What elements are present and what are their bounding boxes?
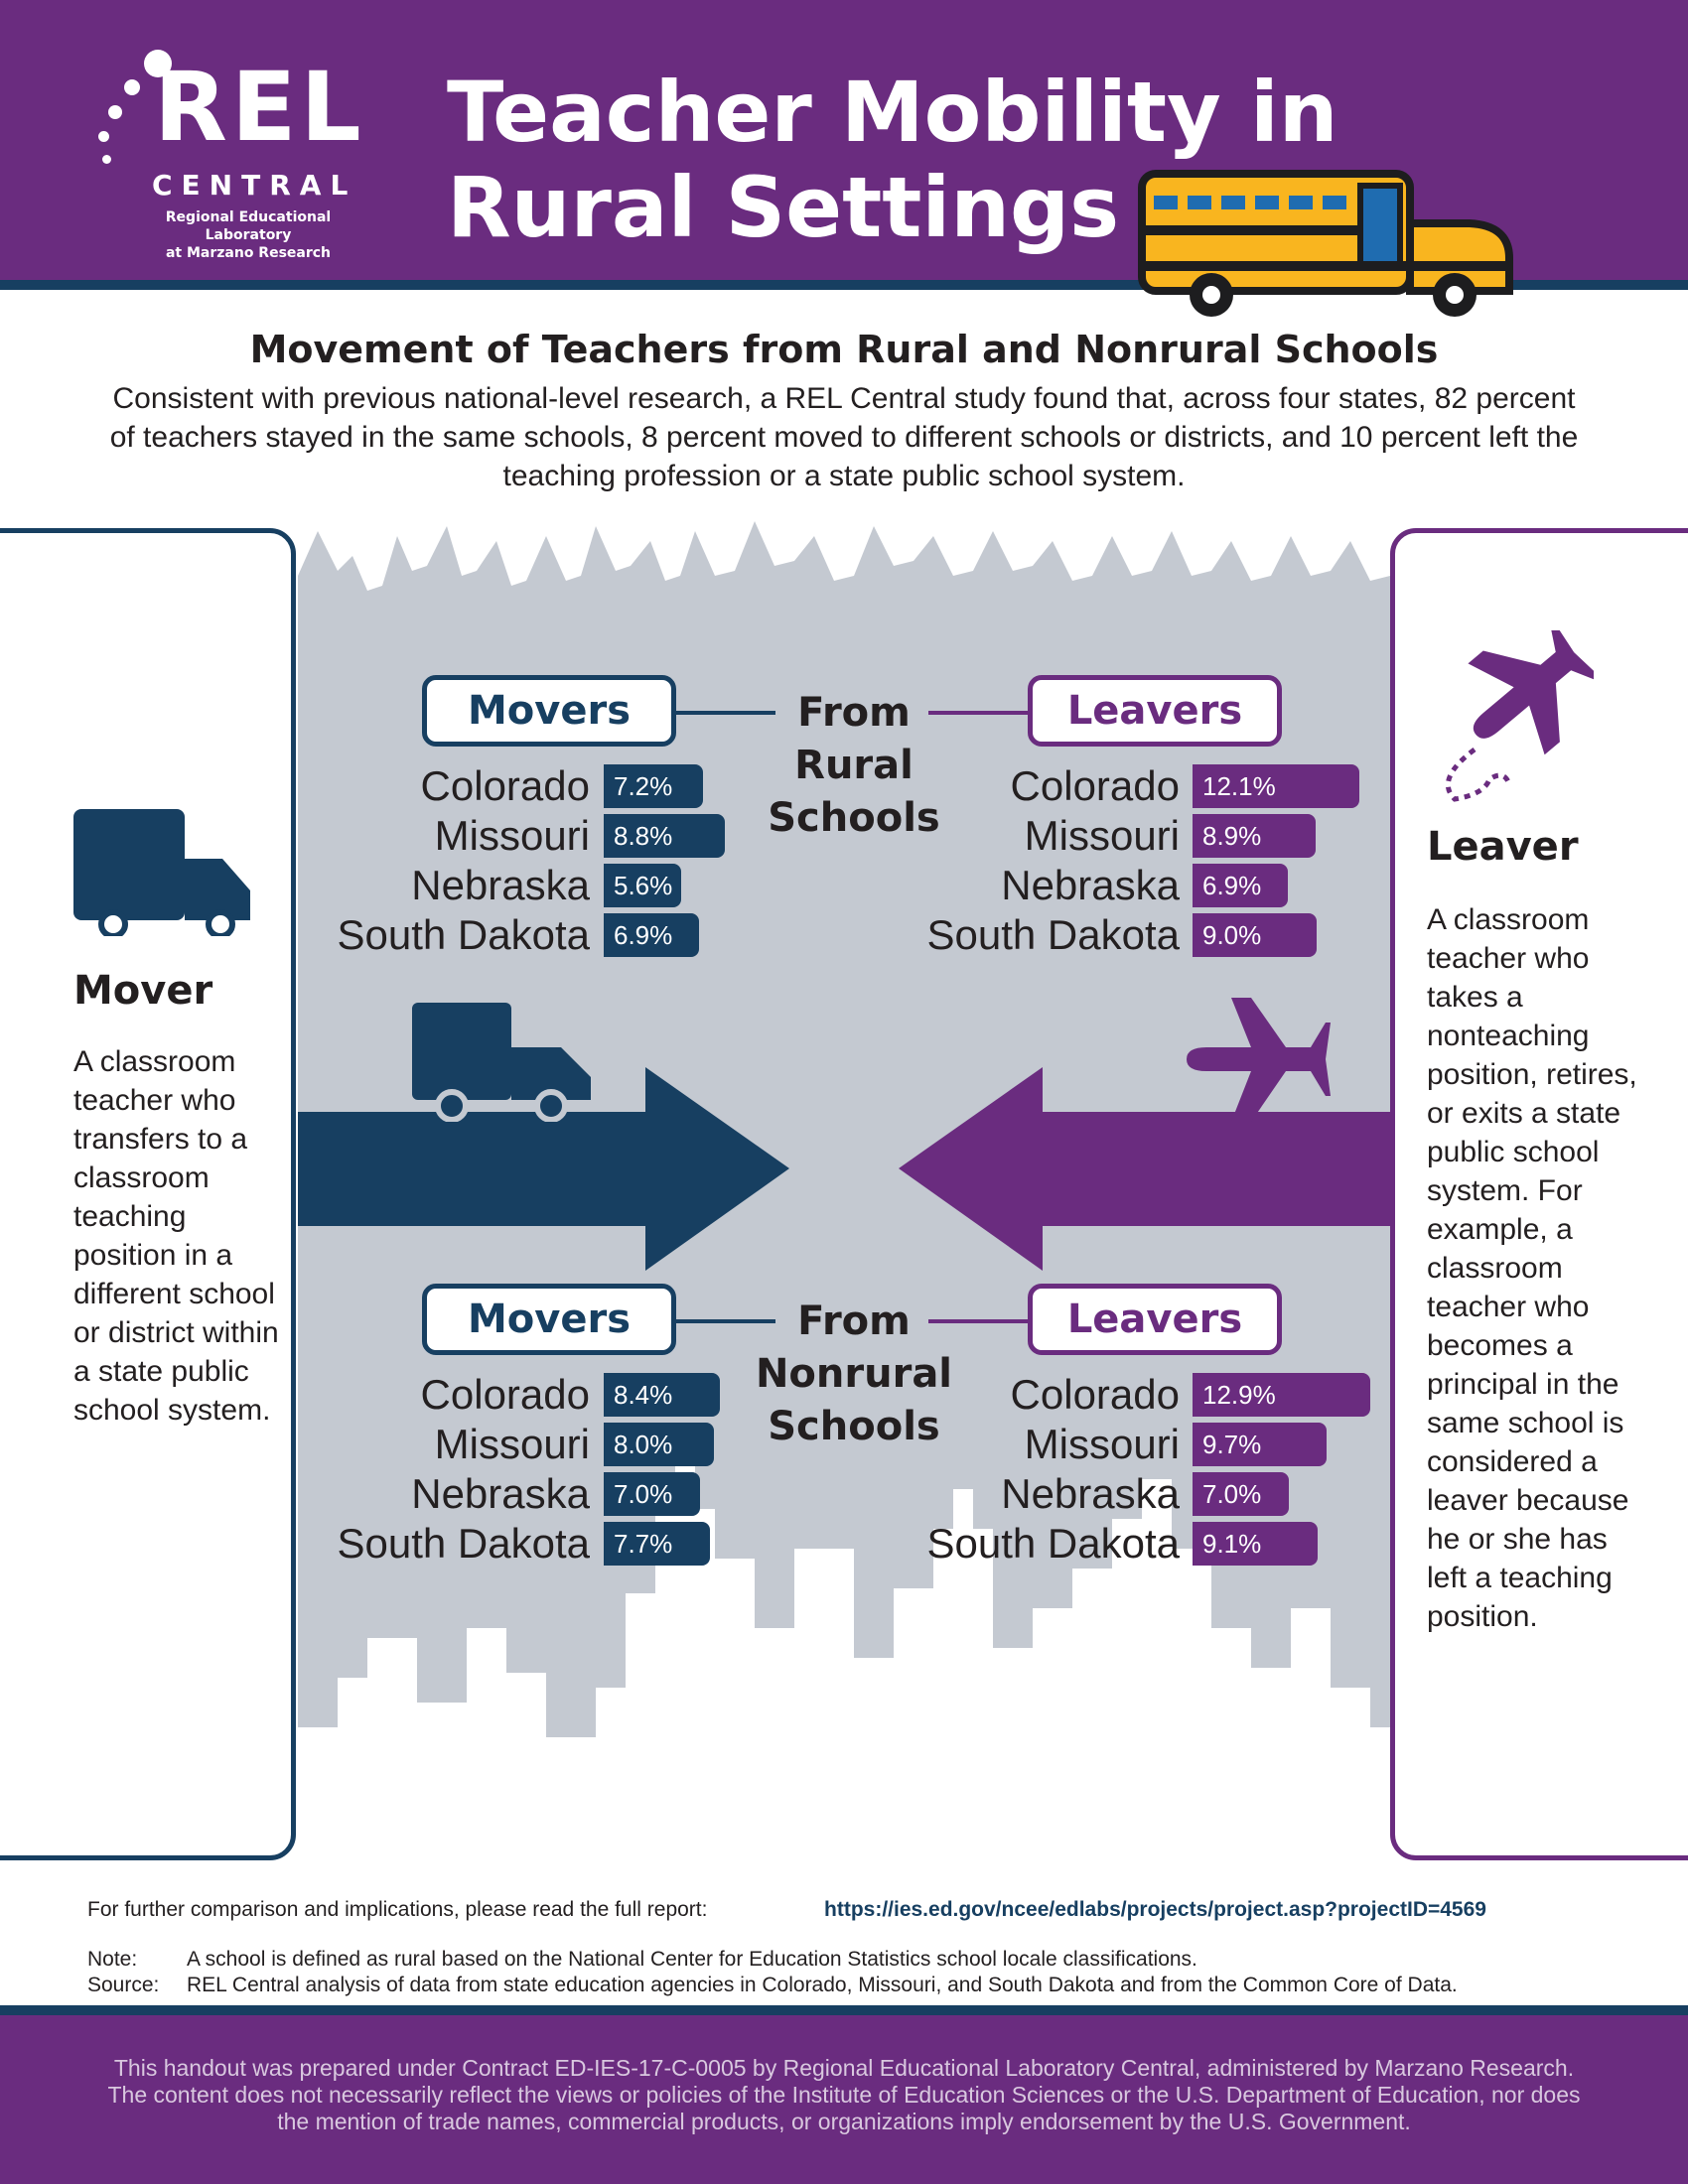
nonrural-group-label: From Nonrural Schools (755, 1296, 953, 1453)
leaver-arrow (899, 1067, 1390, 1271)
nonrural-movers-label: Movers (422, 1284, 676, 1355)
note-label: Note: (87, 1948, 138, 1971)
nonrural-leavers-label: Leavers (1028, 1284, 1282, 1355)
state-label: Nebraska (1001, 862, 1180, 908)
rural-leavers-label: Leavers (1028, 675, 1282, 747)
leaver-definition-panel (1390, 528, 1688, 1860)
mover-definition-panel (0, 528, 296, 1860)
state-label: Missouri (1024, 812, 1180, 859)
header-divider (0, 280, 1688, 290)
source-label: Source: (87, 1974, 160, 1996)
data-bar: 6.9% (604, 913, 699, 957)
airplane-icon (1187, 998, 1331, 1122)
truck-icon (73, 809, 250, 936)
forest-city-scene (298, 521, 1390, 1866)
state-label: South Dakota (926, 911, 1180, 958)
data-bar: 7.7% (604, 1522, 711, 1566)
rural-leavers-connector (928, 711, 1028, 715)
page-title-line2: Rural Settings (447, 159, 1120, 256)
source-text: REL Central analysis of data from state … (187, 1974, 1458, 1996)
state-label: South Dakota (926, 1520, 1180, 1567)
logo-dot (144, 50, 172, 77)
header-banner: REL CENTRAL Regional Educational Laborat… (0, 0, 1688, 280)
data-bar: 8.9% (1193, 814, 1316, 858)
state-label: Nebraska (411, 862, 590, 908)
state-label: Missouri (434, 812, 590, 859)
nonrural-label-line2: Nonrural (755, 1351, 953, 1397)
mover-arrow (298, 1067, 789, 1271)
mover-title: Mover (73, 968, 213, 1014)
state-label: Missouri (1024, 1421, 1180, 1467)
state-label: Nebraska (1001, 1470, 1180, 1517)
nonrural-label-line3: Schools (768, 1404, 940, 1449)
note-text: A school is defined as rural based on th… (187, 1948, 1197, 1971)
data-bar: 7.2% (604, 764, 704, 808)
state-label: South Dakota (337, 1520, 590, 1567)
nonrural-label-line1: From (797, 1298, 911, 1344)
data-bar: 7.0% (604, 1472, 701, 1516)
logo-tagline: Regional Educational Laboratory at Marza… (149, 208, 348, 262)
state-label: Colorado (420, 1371, 590, 1418)
logo-dot (108, 105, 122, 119)
state-label: Colorado (1010, 762, 1180, 809)
data-bar: 5.6% (604, 864, 681, 907)
logo-tagline-line1: Regional Educational Laboratory (165, 209, 332, 243)
leaver-definition: A classroom teacher who takes a nonteach… (1427, 903, 1637, 1633)
rural-label-line3: Schools (768, 795, 940, 841)
report-text: For further comparison and implications,… (87, 1898, 708, 1921)
rural-label-line1: From (797, 690, 911, 736)
page-title-line1: Teacher Mobility in (447, 64, 1338, 161)
disclaimer-text: This handout was prepared under Contract… (107, 2055, 1581, 2134)
footer-divider (0, 2005, 1688, 2015)
logo-tagline-line2: at Marzano Research (165, 245, 332, 261)
logo-dot (98, 131, 109, 142)
airplane-icon (1445, 630, 1594, 802)
data-bar: 12.1% (1193, 764, 1360, 808)
data-bar: 9.0% (1193, 913, 1318, 957)
nonrural-movers-connector (676, 1319, 775, 1323)
logo-dot (124, 79, 140, 95)
report-link[interactable]: https://ies.ed.gov/ncee/edlabs/projects/… (824, 1898, 1486, 1921)
data-bar: 8.8% (604, 814, 726, 858)
data-bar: 9.1% (1193, 1522, 1319, 1566)
data-bar: 8.4% (604, 1373, 720, 1417)
state-label: Nebraska (411, 1470, 590, 1517)
nonrural-leavers-connector (928, 1319, 1028, 1323)
logo-wordmark: REL (154, 52, 365, 163)
rural-movers-connector (676, 711, 775, 715)
truck-icon (412, 1003, 591, 1122)
section-heading: Movement of Teachers from Rural and Nonr… (249, 328, 1439, 371)
data-bar: 8.0% (604, 1423, 715, 1466)
state-label: South Dakota (337, 911, 590, 958)
rural-group-label: From Rural Schools (755, 687, 953, 845)
logo-dot (102, 155, 111, 164)
rural-label-line2: Rural (794, 743, 914, 788)
intro-paragraph: Consistent with previous national-level … (109, 382, 1579, 492)
leaver-title: Leaver (1427, 824, 1579, 870)
data-bar: 9.7% (1193, 1423, 1327, 1466)
data-bar: 7.0% (1193, 1472, 1290, 1516)
state-label: Colorado (420, 762, 590, 809)
state-label: Colorado (1010, 1371, 1180, 1418)
logo-subname: CENTRAL (152, 169, 357, 202)
data-bar: 6.9% (1193, 864, 1288, 907)
rel-central-logo[interactable]: REL CENTRAL Regional Educational Laborat… (94, 50, 365, 261)
mover-definition: A classroom teacher who transfers to a c… (73, 1045, 279, 1427)
rural-movers-label: Movers (422, 675, 676, 747)
state-label: Missouri (434, 1421, 590, 1467)
school-bus-icon (1138, 170, 1513, 317)
disclaimer-banner: This handout was prepared under Contract… (0, 2015, 1688, 2184)
data-bar: 12.9% (1193, 1373, 1371, 1417)
page-title: Teacher Mobility in Rural Settings (447, 65, 1338, 255)
